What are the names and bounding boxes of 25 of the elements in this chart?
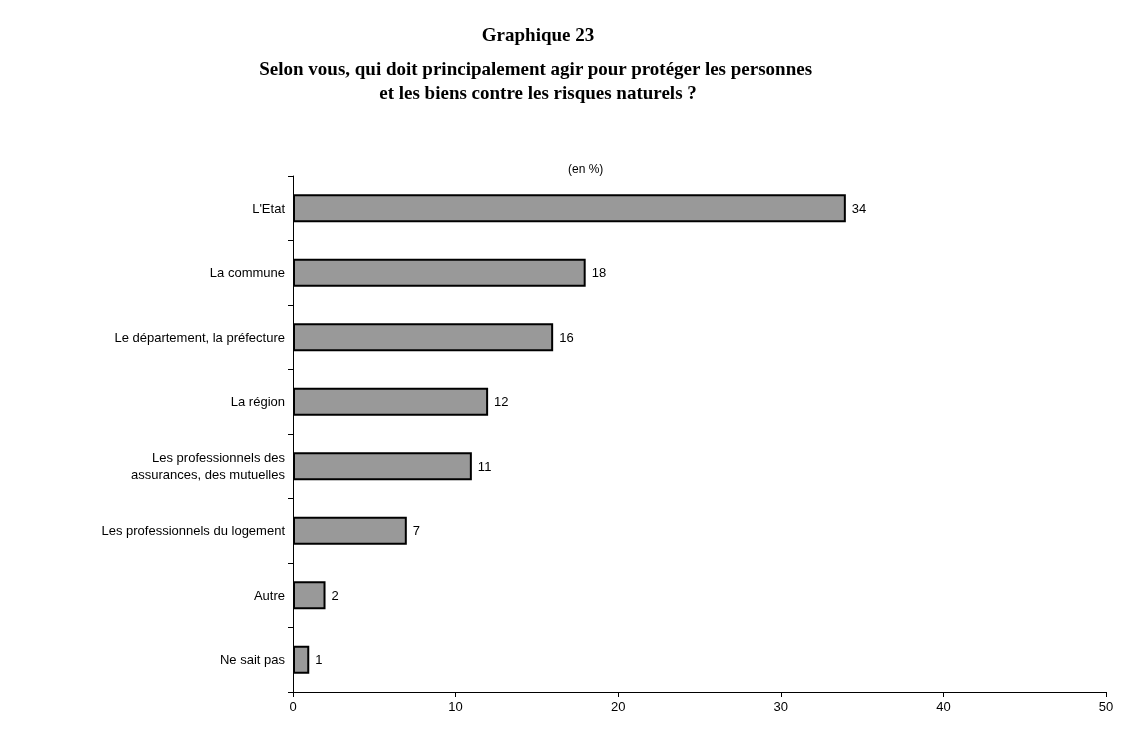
y-tick-label: La région	[230, 394, 285, 410]
data-label: 18	[591, 265, 607, 281]
data-label: 11	[477, 458, 492, 474]
data-label: 1	[315, 652, 323, 668]
y-tick-label: Les professionnels des assurances, des mutuelles	[131, 450, 286, 483]
x-tick-label: 0	[289, 699, 297, 714]
x-tick-label: 50	[1098, 699, 1114, 714]
data-label: 2	[331, 587, 339, 603]
chart-title: Graphique 23	[481, 24, 595, 45]
y-tick-label: Autre	[253, 587, 285, 603]
data-label: 16	[559, 329, 574, 345]
data-label: 7	[412, 523, 421, 539]
chart-subtitle: Selon vous, qui doit principalement agir pour protéger les personnes et les biens contre les risques naturels ?	[259, 57, 817, 103]
x-tick-label: 10	[448, 699, 463, 714]
y-tick-label: L'Etat	[252, 200, 286, 216]
y-tick-label: La commune	[209, 265, 285, 281]
y-tick-label: Le département, la préfecture	[114, 329, 285, 345]
x-tick-label: 20	[610, 699, 626, 714]
y-tick-label: Ne sait pas	[219, 652, 286, 668]
annotation: (en %)	[568, 162, 604, 176]
data-label: 12	[494, 394, 509, 410]
data-label: 34	[851, 200, 867, 216]
x-tick-label: 30	[773, 699, 789, 714]
x-tick-label: 40	[936, 699, 951, 714]
y-tick-label: Les professionnels du logement	[101, 523, 286, 539]
